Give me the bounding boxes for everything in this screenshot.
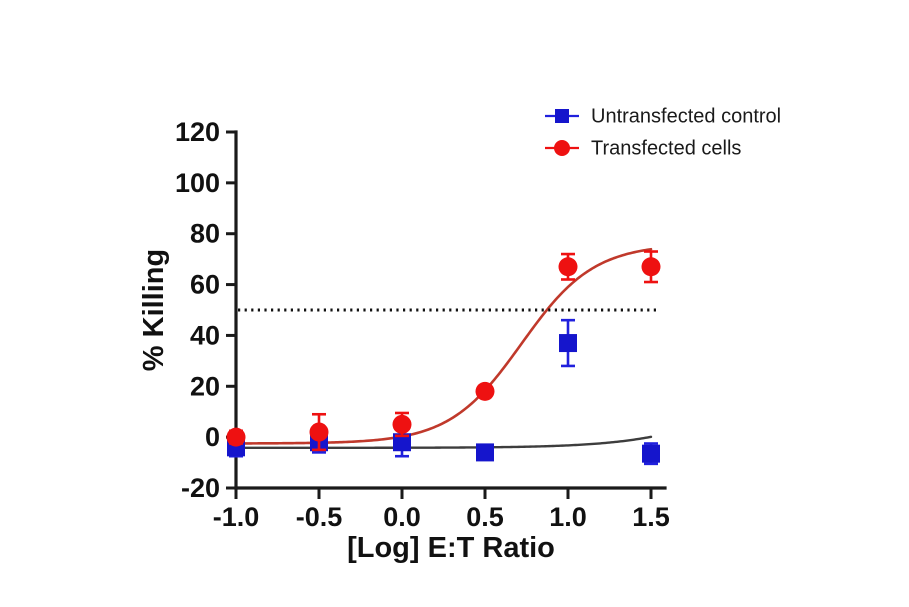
fit-curves-group [234,247,653,450]
y-tick-label: 0 [205,422,220,452]
x-axis-title: [Log] E:T Ratio [347,532,555,564]
x-tick-label: 1.5 [632,502,670,532]
x-tick-label: 1.0 [549,502,587,532]
chart-legend: Untransfected control Transfected cells [545,105,781,159]
x-tick-label: -0.5 [296,502,343,532]
data-point-untransfected [393,433,411,452]
legend-swatch-transfected [554,140,570,156]
data-point-transfected [226,427,246,447]
data-point-transfected [475,381,495,401]
x-tick-label: 0.0 [383,502,421,532]
y-tick-label: 40 [190,320,220,350]
y-tick-label: 120 [175,117,220,147]
fit-curve-untransfected [234,435,653,450]
data-point-transfected [392,414,412,434]
fit-curve-transfected [234,247,653,445]
y-tick-label: 100 [175,168,220,198]
x-tick-label: 0.5 [466,502,504,532]
y-tick-label: -20 [181,473,220,503]
y-axis-title: % Killing [138,249,170,371]
legend-swatch-untransfected [555,109,569,123]
x-tick-label: -1.0 [213,502,260,532]
y-tick-label: 80 [190,219,220,249]
data-point-untransfected [559,334,577,353]
data-point-untransfected [642,444,660,463]
y-tick-label: 60 [190,270,220,300]
data-point-transfected [641,257,661,277]
tick-labels-group: -20 0 20 40 60 80 100 120 -1.0 -0.5 0.0 0.5 1.0 1.5 [175,117,670,532]
data-point-transfected [558,257,578,277]
legend-label: Untransfected control [591,105,781,127]
data-points-group [226,250,661,466]
y-tick-label: 20 [190,371,220,401]
data-point-untransfected [476,443,494,462]
data-point-transfected [309,422,329,442]
legend-label: Transfected cells [591,137,741,159]
